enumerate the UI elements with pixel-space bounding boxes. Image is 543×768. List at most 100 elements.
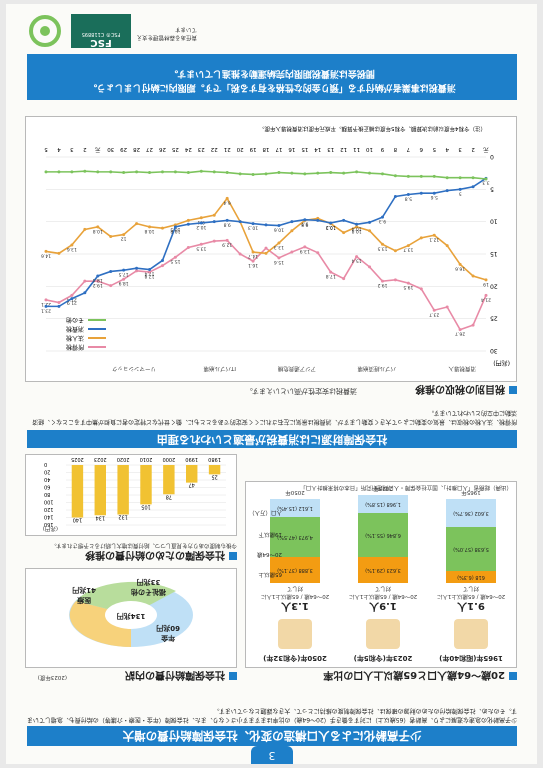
series-point: [368, 265, 372, 269]
bar: [140, 465, 152, 505]
y-tick-label: 5: [490, 185, 494, 192]
y-tick-label: 20: [490, 282, 498, 289]
y-tick-label: 0: [44, 461, 47, 467]
series-point: [173, 225, 177, 229]
legend-label: 65歳以上: [258, 571, 283, 577]
stack-segment: 3,888 (37.1%): [270, 557, 320, 583]
stack-segment: 3,602 (36.7%): [446, 499, 496, 527]
series-point: [186, 246, 190, 250]
benefit-note: 今後も制度のあり方を見直しつつ、給付費は増大し続けると予想されます。: [51, 542, 237, 548]
series-point: [458, 187, 462, 191]
series-point: [380, 215, 384, 219]
x-tick-label: 18: [262, 146, 269, 152]
series-point: [109, 235, 113, 239]
bar: [71, 465, 84, 518]
series-point: [290, 250, 294, 254]
middle-band: 社会保障財源には消費税が最適といわれる理由: [27, 430, 517, 448]
year-label: 2050年(令和32年): [263, 654, 327, 662]
ratio-caption: 20〜64歳 / 65歳以上1人に対して: [260, 585, 330, 599]
series-point: [186, 222, 190, 226]
y-tick-label: 140: [44, 514, 54, 520]
point-value-label: 10.4: [351, 225, 361, 231]
pie-panel: 134兆円 年金 60兆円 医療 41兆円 福祉その他 33兆円: [25, 568, 237, 668]
point-value-label: 23.1: [41, 307, 51, 313]
stack-segment: 6,846 (55.1%): [358, 513, 408, 557]
point-value-label: 10.2: [326, 224, 336, 230]
y-tick-label: 100: [44, 499, 54, 505]
x-tick-label: 5: [432, 146, 436, 152]
series-point: [342, 277, 346, 281]
point-value-label: 19: [483, 281, 489, 287]
series-point: [393, 278, 397, 282]
point-value-label: 12.9: [222, 241, 232, 247]
series-point: [186, 218, 190, 222]
series-point: [251, 250, 255, 254]
series-point: [277, 224, 281, 228]
pie-value-welfare: 33兆円: [136, 578, 161, 586]
series-point: [44, 298, 48, 302]
series-point: [419, 174, 423, 178]
x-tick-label: 20: [236, 146, 243, 152]
series-point: [458, 176, 462, 180]
rotated-page: 3 少子高齢化による人口構造の変化、社会保障給付費の増大 少子高齢化の急速な進展…: [6, 4, 537, 764]
series-point: [44, 304, 48, 308]
series-point: [432, 174, 436, 178]
series-point: [445, 244, 449, 248]
series-point: [432, 233, 436, 237]
series-point: [199, 221, 203, 225]
x-tick-label: 3: [458, 146, 462, 152]
x-tick-label: 15: [301, 146, 308, 152]
series-point: [432, 191, 436, 195]
section4-sub: 消費税は安定性が高いといえます。: [245, 387, 357, 395]
series-point: [290, 220, 294, 224]
series-point: [445, 305, 449, 309]
series-point: [148, 268, 152, 272]
point-value-label: 9.8: [223, 221, 230, 227]
series-point: [342, 231, 346, 235]
main-title: 少子高齢化による人口構造の変化、社会保障給付費の増大: [27, 726, 517, 746]
stack-segment: 3,623 (29.1%): [358, 557, 408, 583]
point-value-label: 17.5: [119, 271, 129, 277]
series-point: [135, 269, 139, 273]
section1-heading: 20歳〜64歳人口と65歳以上人口の比率: [323, 669, 517, 684]
x-tick-label: 28: [133, 146, 140, 152]
series-point: [173, 255, 177, 259]
series-point: [70, 170, 74, 174]
y-tick-label: 20: [44, 469, 50, 475]
y-tick-label: 120: [44, 506, 54, 512]
page-number: 3: [251, 746, 293, 764]
series-point: [212, 170, 216, 174]
series-point: [83, 227, 87, 231]
point-value-label: 21.4: [481, 296, 491, 302]
x-tick-label: 元: [483, 146, 489, 153]
bar-value-label: 140: [73, 517, 83, 523]
intro-text: 少子高齢化の急速な進展により、高齢者（65歳以上）に対する働き手（20〜64歳）…: [27, 707, 517, 723]
series-point: [393, 249, 397, 253]
point-value-label: 15.4: [351, 258, 361, 264]
category-label: 2023: [94, 456, 107, 462]
point-value-label: 10.6: [274, 227, 284, 233]
series-point: [96, 170, 100, 174]
series-point: [83, 279, 87, 283]
bar-value-label: 132: [118, 514, 128, 520]
square-icon: [229, 552, 237, 561]
series-point: [225, 196, 229, 200]
series-line: [45, 196, 487, 281]
people-illustration: [366, 619, 400, 649]
point-value-label: 9.3: [379, 218, 386, 224]
ratio-value: 1.9人: [369, 600, 397, 611]
series-point: [471, 323, 475, 327]
series-point: [355, 225, 359, 229]
series-point: [135, 170, 139, 174]
bar-value-label: 25: [211, 473, 217, 479]
series-point: [96, 274, 100, 278]
series-point: [109, 269, 113, 273]
x-tick-label: 30: [107, 146, 114, 152]
series-point: [57, 170, 61, 174]
series-point: [471, 274, 475, 278]
series-point: [471, 185, 475, 189]
series-point: [199, 169, 203, 173]
series-point: [251, 172, 255, 176]
series-point: [458, 328, 462, 332]
point-value-label: 9.7: [301, 221, 308, 227]
